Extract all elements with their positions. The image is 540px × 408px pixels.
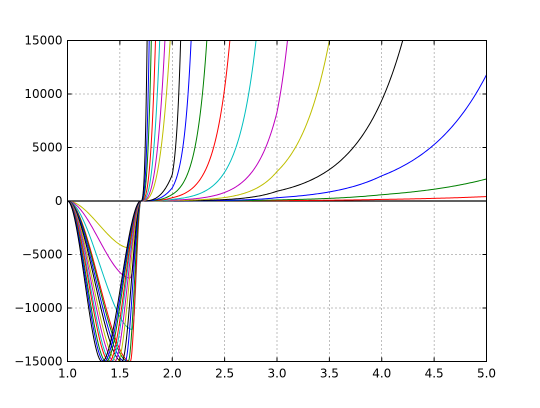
y-tick-label: 0 [55,194,63,208]
x-tick-label: 3.5 [320,367,339,381]
x-tick-label: 4.5 [425,367,444,381]
y-tick-label: −15000 [14,355,62,369]
series-line [67,40,161,362]
series-line [67,40,288,279]
x-tick-label: 5.0 [477,367,496,381]
x-tick-label: 2.0 [163,367,182,381]
y-tick-label: −10000 [14,301,62,315]
y-tick-label: 10000 [24,87,62,101]
x-tick-label: 2.5 [215,367,234,381]
series-line [67,40,208,362]
y-tick-label: −5000 [22,248,63,262]
series-line [67,40,330,249]
series-line [67,40,148,362]
series-line [67,40,192,362]
series-line [67,40,166,362]
series-layer [67,40,487,362]
x-tick-label: 1.5 [110,367,129,381]
series-line [67,40,171,362]
y-tick-label: 15000 [24,34,62,48]
y-tick-label: 5000 [32,141,63,155]
series-line [67,40,182,362]
x-tick-label: 3.0 [267,367,286,381]
ticks: 1.0 1.5 2.0 2.5 3.0 3.5 4.0 4.5 5.0 −15000 −10000 −… [14,34,496,381]
x-tick-label: 4.0 [372,367,391,381]
x-tick-label: 1.0 [58,367,77,381]
series-line [67,40,404,202]
